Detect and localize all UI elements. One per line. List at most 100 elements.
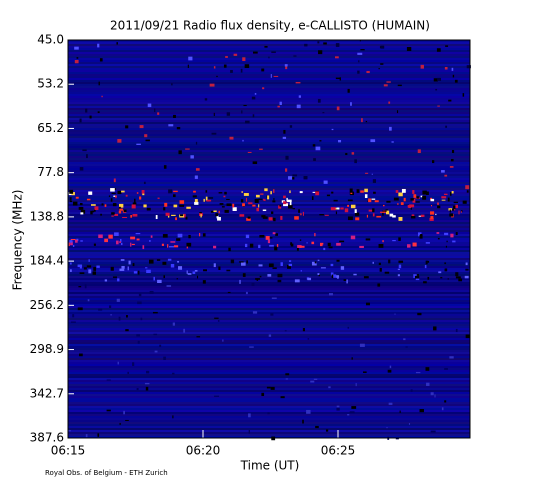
spectrum-speck bbox=[187, 64, 189, 68]
spectrum-speck bbox=[245, 291, 248, 295]
spectrum-row bbox=[68, 434, 470, 436]
spectrum-row bbox=[68, 422, 470, 424]
spectrum-speck bbox=[259, 148, 263, 150]
spectrum-row bbox=[68, 336, 470, 338]
spectrum-row bbox=[68, 340, 470, 342]
spectrum-row bbox=[68, 74, 470, 76]
spectrum-row bbox=[68, 100, 470, 102]
spectrum-speck bbox=[408, 423, 411, 425]
spectrum-speck bbox=[268, 334, 272, 337]
spectrum-speck bbox=[215, 213, 219, 217]
spectrum-speck bbox=[136, 192, 139, 194]
spectrum-speck bbox=[388, 402, 393, 405]
spectrum-speck bbox=[230, 259, 235, 264]
y-tick-label: 342.7 bbox=[30, 386, 64, 400]
spectrum-speck bbox=[219, 203, 224, 205]
spectrum-row bbox=[68, 298, 470, 300]
spectrum-speck bbox=[106, 379, 111, 381]
spectrum-speck bbox=[247, 216, 251, 219]
spectrum-speck bbox=[194, 199, 198, 203]
spectrum-speck bbox=[287, 264, 292, 269]
spectrum-row bbox=[68, 210, 470, 212]
spectrum-speck bbox=[127, 266, 129, 271]
spectrum-speck bbox=[146, 269, 151, 274]
spectrum-speck bbox=[118, 203, 124, 208]
spectrum-speck bbox=[398, 192, 403, 197]
spectrum-speck bbox=[83, 267, 87, 270]
spectrum-speck bbox=[285, 378, 288, 380]
spectrum-row bbox=[68, 70, 470, 72]
spectrum-speck bbox=[77, 307, 83, 311]
spectrum-speck bbox=[132, 362, 135, 366]
spectrum-speck bbox=[110, 198, 113, 202]
spectrum-row bbox=[68, 166, 470, 168]
spectrum-speck bbox=[195, 168, 200, 171]
spectrum-speck bbox=[139, 125, 144, 129]
spectrum-row bbox=[68, 174, 470, 176]
spectrum-speck bbox=[100, 213, 102, 216]
spectrum-speck bbox=[167, 258, 172, 261]
spectrum-speck bbox=[450, 192, 452, 196]
spectrum-speck bbox=[213, 210, 217, 213]
spectrum-speck bbox=[397, 84, 402, 87]
spectrum-speck bbox=[419, 409, 424, 413]
spectrum-speck bbox=[444, 400, 447, 403]
spectrum-speck bbox=[72, 201, 78, 206]
spectrum-speck bbox=[82, 149, 87, 152]
spectrum-speck bbox=[188, 56, 193, 61]
spectrum-speck bbox=[186, 246, 188, 249]
spectrum-speck bbox=[338, 139, 342, 143]
spectrum-speck bbox=[466, 190, 469, 193]
spectrum-speck bbox=[233, 53, 238, 56]
spectrum-speck bbox=[437, 77, 441, 81]
spectrum-speck bbox=[90, 204, 96, 206]
spectrum-speck bbox=[314, 261, 317, 264]
spectrum-speck bbox=[249, 243, 254, 248]
spectrum-row bbox=[68, 140, 470, 142]
spectrum-speck bbox=[336, 242, 341, 246]
y-tick-label: 256.2 bbox=[30, 298, 64, 312]
spectrum-speck bbox=[209, 83, 215, 87]
spectrum-row bbox=[68, 352, 470, 354]
spectrum-speck bbox=[74, 46, 79, 50]
spectrum-speck bbox=[314, 233, 316, 237]
spectrum-row bbox=[68, 380, 470, 382]
spectrum-row bbox=[68, 276, 470, 278]
spectrum-speck bbox=[299, 245, 305, 248]
spectrum-speck bbox=[120, 238, 122, 242]
spectrum-row bbox=[68, 300, 470, 302]
spectrum-speck bbox=[224, 191, 227, 195]
spectrum-speck bbox=[349, 188, 353, 193]
spectrum-speck bbox=[246, 217, 251, 221]
spectrum-speck bbox=[170, 241, 176, 243]
spectrum-speck bbox=[101, 95, 103, 98]
spectrum-speck bbox=[271, 51, 276, 54]
spectrum-speck bbox=[163, 275, 165, 279]
spectrum-row bbox=[68, 420, 470, 422]
spectrum-speck bbox=[183, 328, 186, 333]
spectrum-speck bbox=[108, 234, 113, 239]
spectrum-speck bbox=[261, 68, 265, 72]
spectrum-speck bbox=[422, 195, 427, 200]
spectrum-row bbox=[68, 84, 470, 86]
spectrum-speck bbox=[239, 279, 241, 284]
spectrum-speck bbox=[172, 372, 175, 375]
spectrum-speck bbox=[289, 260, 292, 262]
spectrum-speck bbox=[242, 273, 246, 277]
spectrum-speck bbox=[168, 124, 174, 127]
spectrum-row bbox=[68, 98, 470, 100]
spectrum-speck bbox=[298, 95, 301, 98]
spectrum-row bbox=[68, 322, 470, 324]
spectrum-speck bbox=[378, 243, 384, 248]
spectrum-speck bbox=[335, 43, 340, 47]
spectrum-speck bbox=[273, 198, 275, 201]
spectrum-row bbox=[68, 208, 470, 210]
spectrum-speck bbox=[354, 212, 360, 216]
spectrum-row bbox=[68, 414, 470, 416]
spectrum-speck bbox=[360, 190, 364, 193]
spectrum-speck bbox=[446, 240, 448, 243]
spectrum-row bbox=[68, 168, 470, 170]
spectrum-speck bbox=[149, 290, 154, 294]
spectrum-speck bbox=[450, 158, 454, 162]
spectrum-speck bbox=[228, 247, 231, 252]
